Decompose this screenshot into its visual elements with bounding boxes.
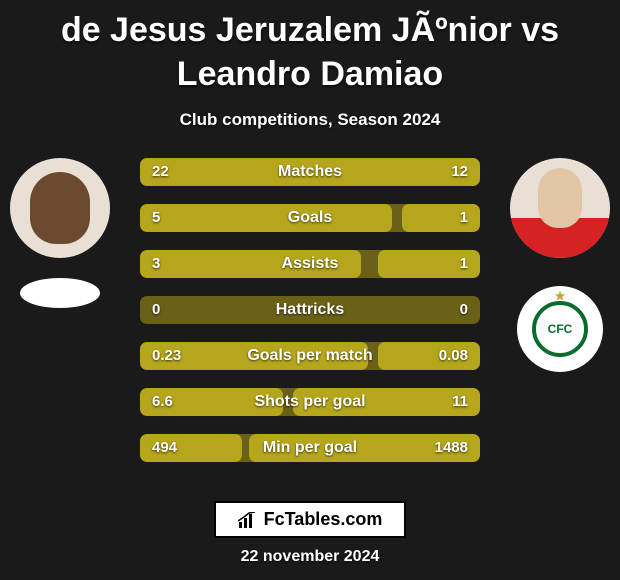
subtitle: Club competitions, Season 2024 — [0, 110, 620, 130]
player-left-column — [0, 158, 120, 308]
star-icon: ★ — [555, 289, 566, 303]
footer: FcTables.com 22 november 2024 — [0, 501, 620, 566]
club-crest: ★ CFC — [532, 301, 588, 357]
brand-badge: FcTables.com — [214, 501, 407, 538]
stat-label: Min per goal — [140, 434, 480, 462]
stat-row: 6.611Shots per goal — [140, 388, 480, 416]
club-crest-text: CFC — [548, 322, 573, 336]
stat-row: 4941488Min per goal — [140, 434, 480, 462]
stat-label: Goals — [140, 204, 480, 232]
page-title: de Jesus Jeruzalem JÃºnior vs Leandro Da… — [0, 0, 620, 96]
stat-row: 0.230.08Goals per match — [140, 342, 480, 370]
player-right-column: ★ CFC — [500, 158, 620, 372]
content-area: ★ CFC 2212Matches 51Goals 31Assists 00Hattr… — [0, 158, 620, 498]
stat-label: Assists — [140, 250, 480, 278]
player-right-club-badge: ★ CFC — [517, 286, 603, 372]
stat-label: Shots per goal — [140, 388, 480, 416]
comparison-card: de Jesus Jeruzalem JÃºnior vs Leandro Da… — [0, 0, 620, 580]
stat-label: Matches — [140, 158, 480, 186]
stat-label: Goals per match — [140, 342, 480, 370]
stats-bars: 2212Matches 51Goals 31Assists 00Hattricks 0.… — [140, 158, 480, 462]
stat-row: 31Assists — [140, 250, 480, 278]
player-right-photo — [510, 158, 610, 258]
stat-row: 00Hattricks — [140, 296, 480, 324]
chart-icon — [238, 512, 256, 528]
stat-label: Hattricks — [140, 296, 480, 324]
date-text: 22 november 2024 — [241, 548, 380, 566]
stat-row: 2212Matches — [140, 158, 480, 186]
player-left-photo — [10, 158, 110, 258]
brand-text: FcTables.com — [264, 509, 383, 530]
player-left-club-badge — [20, 278, 100, 308]
stat-row: 51Goals — [140, 204, 480, 232]
